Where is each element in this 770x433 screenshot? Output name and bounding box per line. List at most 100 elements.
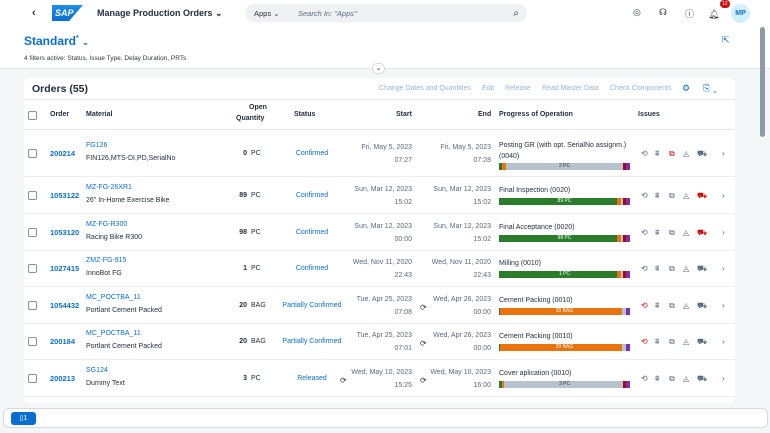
material-link[interactable]: MC_POCTBA_11 bbox=[86, 293, 141, 301]
table-row[interactable]: 1053120 MZ-FG-R300 Racing Bike R300 98 P… bbox=[24, 214, 735, 251]
col-order[interactable]: Order bbox=[50, 111, 70, 118]
table-row[interactable]: 1053122 MZ-FG-26XR1 26" In-Home Exercise… bbox=[24, 177, 735, 214]
status-link[interactable]: Released bbox=[297, 374, 327, 382]
messages-button[interactable]: ▯1 bbox=[11, 412, 36, 425]
table-row[interactable]: 1054432 MC_POCTBA_11 Portlant Cement Pac… bbox=[24, 287, 735, 324]
release-button[interactable]: Release bbox=[505, 85, 531, 92]
search-scope-select[interactable]: Apps ⌄ bbox=[254, 8, 280, 18]
order-link[interactable]: 200213 bbox=[50, 373, 76, 383]
help-icon[interactable]: ⓘ bbox=[685, 9, 695, 19]
collapse-header-button[interactable]: ⌄ bbox=[372, 63, 385, 74]
row-checkbox[interactable] bbox=[28, 337, 37, 346]
tools-icon[interactable]: ◬ bbox=[683, 337, 690, 346]
col-material[interactable]: Material bbox=[86, 111, 113, 118]
components-icon[interactable]: ⧉ bbox=[669, 148, 675, 158]
row-chevron-icon[interactable]: › bbox=[722, 337, 725, 346]
order-link[interactable]: 200184 bbox=[50, 337, 76, 346]
hierarchy-icon[interactable]: ⩩ bbox=[655, 300, 660, 310]
app-title-menu[interactable]: Manage Production Orders ⌄ bbox=[97, 8, 223, 19]
search-field[interactable]: Apps ⌄ Search In: "Apps" ⌕ bbox=[245, 4, 527, 22]
col-open-quantity[interactable]: Open Quantity bbox=[236, 104, 267, 122]
status-link[interactable]: Confirmed bbox=[295, 149, 329, 157]
material-link[interactable]: MZ-FG-26XR1 bbox=[86, 183, 132, 191]
components-icon[interactable]: ⧉ bbox=[669, 190, 675, 200]
edit-button[interactable]: Edit bbox=[482, 85, 495, 92]
transport-icon[interactable]: ⛟ bbox=[697, 337, 708, 346]
transport-icon[interactable]: ⛟ bbox=[697, 300, 708, 310]
order-link[interactable]: 200214 bbox=[50, 148, 76, 158]
col-start[interactable]: Start bbox=[396, 111, 412, 118]
joule-icon[interactable]: ◎ bbox=[633, 7, 641, 17]
status-link[interactable]: Partially Confirmed bbox=[282, 301, 342, 309]
table-row[interactable]: 200214 FG126 FIN126,MTS-DI,PD,SerialNo 0… bbox=[24, 130, 735, 177]
read-master-data-button[interactable]: Read Master Data bbox=[542, 85, 599, 92]
history-icon[interactable]: ⟲ bbox=[641, 264, 648, 273]
components-icon[interactable]: ⧉ bbox=[669, 227, 675, 237]
components-icon[interactable]: ⧉ bbox=[669, 337, 675, 346]
order-link[interactable]: 1053120 bbox=[50, 227, 80, 237]
status-link[interactable]: Partially Confirmed bbox=[282, 338, 342, 345]
material-link[interactable]: MZ-FG-R300 bbox=[86, 220, 128, 228]
row-checkbox[interactable] bbox=[28, 190, 37, 200]
table-row[interactable]: 200213 SG124 Dummy Text 3 PC Released We… bbox=[24, 360, 735, 397]
row-chevron-icon[interactable]: › bbox=[722, 190, 725, 200]
status-link[interactable]: Confirmed bbox=[295, 191, 329, 199]
transport-icon[interactable]: ⛟ bbox=[697, 190, 708, 200]
hierarchy-icon[interactable]: ⩩ bbox=[655, 264, 660, 273]
history-icon[interactable]: ⟲ bbox=[641, 148, 648, 158]
col-progress[interactable]: Progress of Operation bbox=[499, 111, 573, 118]
order-link[interactable]: 1027415 bbox=[50, 264, 80, 273]
change-dates-button[interactable]: Change Dates and Quantities bbox=[379, 85, 471, 92]
material-link[interactable]: SG124 bbox=[86, 366, 108, 374]
history-icon[interactable]: ⟲ bbox=[641, 337, 648, 346]
search-input[interactable]: Search In: "Apps" bbox=[298, 8, 357, 18]
row-checkbox[interactable] bbox=[28, 227, 37, 237]
tools-icon[interactable]: ◬ bbox=[683, 373, 690, 383]
headset-icon[interactable]: ☊ bbox=[659, 7, 667, 17]
variant-selector[interactable]: Standard* ⌄ bbox=[24, 34, 89, 48]
col-issues[interactable]: Issues bbox=[638, 111, 660, 118]
material-link[interactable]: ZMZ-FG-915 bbox=[86, 257, 127, 264]
material-link[interactable]: FG126 bbox=[86, 141, 108, 149]
transport-icon[interactable]: ⛟ bbox=[697, 373, 708, 383]
col-status[interactable]: Status bbox=[294, 111, 316, 118]
table-row[interactable]: 1027415 ZMZ-FG-915 InnoBot FG 1 PC Confi… bbox=[24, 251, 735, 287]
hierarchy-icon[interactable]: ⩩ bbox=[655, 227, 660, 237]
row-chevron-icon[interactable]: › bbox=[722, 264, 725, 273]
components-icon[interactable]: ⧉ bbox=[669, 373, 675, 383]
transport-icon[interactable]: ⛟ bbox=[697, 148, 708, 158]
avatar[interactable]: MP bbox=[731, 4, 750, 23]
table-row[interactable]: 200184 MC_POCTBA_11 Portlant Cement Pack… bbox=[24, 324, 735, 360]
history-icon[interactable]: ⟲ bbox=[641, 373, 648, 383]
status-link[interactable]: Confirmed bbox=[295, 265, 329, 272]
hierarchy-icon[interactable]: ⩩ bbox=[655, 373, 660, 383]
row-chevron-icon[interactable]: › bbox=[722, 300, 725, 310]
order-link[interactable]: 1054432 bbox=[50, 300, 80, 310]
material-link[interactable]: MC_POCTBA_11 bbox=[86, 330, 141, 337]
row-checkbox[interactable] bbox=[28, 300, 37, 310]
status-link[interactable]: Confirmed bbox=[295, 228, 329, 236]
tools-icon[interactable]: ◬ bbox=[683, 148, 690, 158]
bell-icon[interactable]: 🔔︎ bbox=[708, 9, 720, 19]
search-icon[interactable]: ⌕ bbox=[513, 7, 519, 19]
sap-logo[interactable]: SAP bbox=[52, 5, 83, 21]
history-icon[interactable]: ⟲ bbox=[641, 190, 648, 200]
order-link[interactable]: 1053122 bbox=[50, 190, 80, 200]
row-checkbox[interactable] bbox=[28, 373, 37, 383]
tools-icon[interactable]: ◬ bbox=[683, 190, 690, 200]
hierarchy-icon[interactable]: ⩩ bbox=[655, 148, 660, 158]
back-button[interactable]: ‹ bbox=[32, 7, 36, 19]
components-icon[interactable]: ⧉ bbox=[669, 264, 675, 273]
transport-icon[interactable]: ⛟ bbox=[697, 264, 708, 273]
history-icon[interactable]: ⟲ bbox=[641, 227, 648, 237]
col-end[interactable]: End bbox=[478, 111, 492, 118]
history-icon[interactable]: ⟲ bbox=[641, 300, 648, 310]
row-checkbox[interactable] bbox=[28, 264, 37, 273]
export-icon[interactable]: ⎘ ⌄ bbox=[703, 83, 717, 93]
row-chevron-icon[interactable]: › bbox=[722, 227, 725, 237]
settings-icon[interactable]: ⚙ bbox=[682, 83, 691, 93]
tools-icon[interactable]: ◬ bbox=[683, 300, 690, 310]
select-all-checkbox[interactable] bbox=[28, 111, 37, 120]
tools-icon[interactable]: ◬ bbox=[683, 227, 690, 237]
row-chevron-icon[interactable]: › bbox=[722, 373, 725, 383]
